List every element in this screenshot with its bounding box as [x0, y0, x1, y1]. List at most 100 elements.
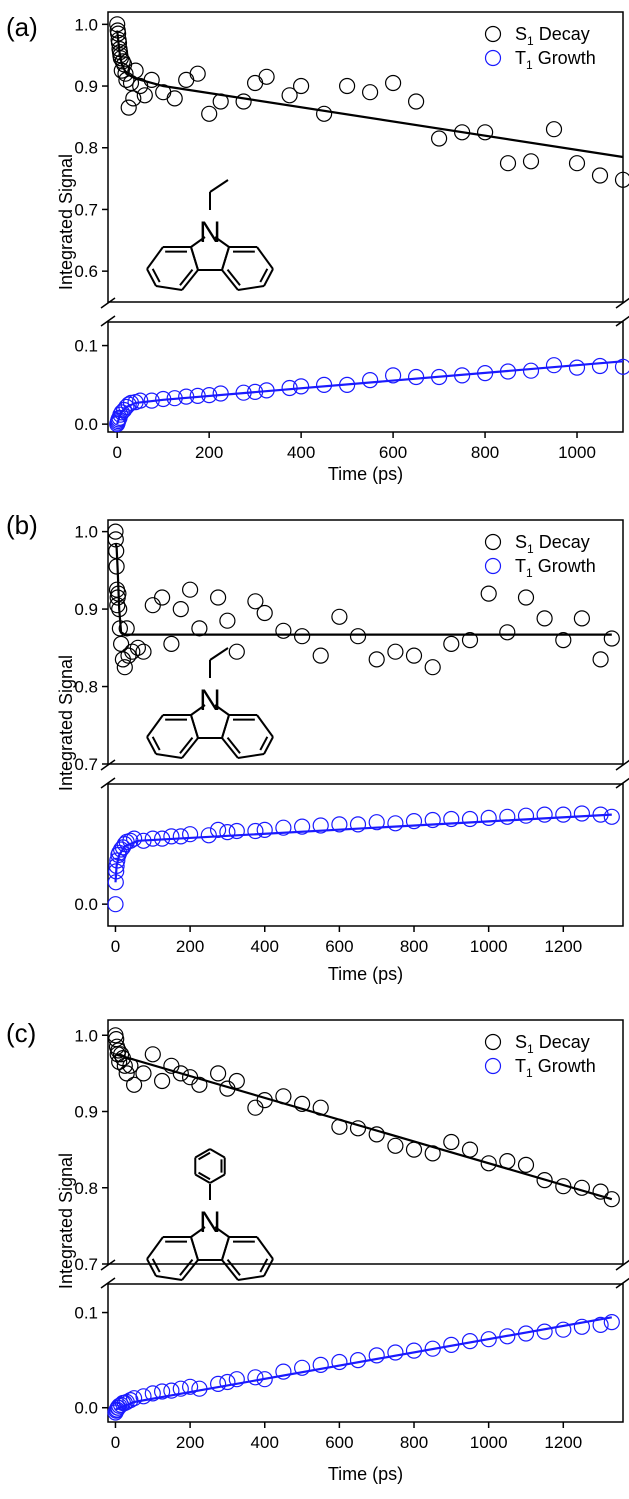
t1-data-point — [163, 828, 180, 845]
t1-data-point — [424, 811, 441, 829]
s1-data-point — [143, 71, 160, 89]
t1-data-point — [536, 806, 553, 823]
y-axis-label: Integrated Signal — [56, 655, 76, 791]
t1-data-point — [312, 817, 329, 834]
s1-data-point — [331, 1118, 348, 1135]
t1-data-point — [387, 815, 404, 832]
t1-data-point — [499, 363, 517, 380]
x-tick-label: 600 — [325, 937, 353, 956]
x-tick-label: 200 — [195, 443, 223, 462]
t1-data-point — [189, 387, 206, 404]
x-tick-label: 1200 — [544, 937, 582, 956]
s1-data-point — [124, 643, 141, 660]
s1-data-point — [110, 1042, 127, 1059]
t1-data-point — [247, 383, 264, 400]
s1-data-point — [189, 65, 206, 82]
s1-data-point — [281, 87, 298, 104]
s1-data-point — [368, 651, 385, 668]
t1-data-point — [568, 359, 586, 376]
s1-data-point — [107, 523, 124, 540]
t1-data-point — [573, 1318, 591, 1335]
s1-data-point — [112, 635, 130, 653]
s1-data-point — [201, 105, 218, 122]
t1-data-point — [555, 1321, 572, 1338]
s1-data-point — [461, 631, 479, 649]
x-tick-label: 1000 — [558, 443, 596, 462]
y-tick-label: 0.6 — [74, 262, 98, 281]
t1-data-point — [126, 830, 143, 847]
s1-data-point — [172, 600, 189, 618]
axis-break-mark — [615, 759, 629, 771]
t1-data-point — [144, 1385, 161, 1402]
t1-data-point — [362, 372, 379, 389]
t1-data-point — [247, 822, 264, 840]
t1-data-point — [122, 832, 139, 849]
x-tick-label: 1200 — [544, 1433, 582, 1452]
t1-data-point — [120, 396, 137, 413]
s1-data-point — [144, 1046, 161, 1063]
y-tick-label: 0.0 — [74, 415, 98, 434]
s1-data-point — [228, 1072, 245, 1090]
axis-break-mark — [615, 1277, 629, 1289]
t1-data-point — [275, 1363, 292, 1380]
x-tick-label: 0 — [111, 1433, 120, 1452]
t1-data-point — [256, 821, 273, 839]
t1-data-point — [219, 1373, 236, 1391]
legend-entry: T1 Growth — [515, 1056, 596, 1080]
t1-data-point — [517, 1325, 535, 1342]
x-tick-label: 800 — [400, 937, 428, 956]
x-tick-label: 0 — [111, 937, 120, 956]
t1-data-point — [107, 896, 124, 913]
s1-data-point — [477, 124, 494, 141]
s1-data-point — [480, 1155, 497, 1172]
t1-data-point — [555, 806, 572, 823]
t1-data-point — [108, 857, 125, 875]
s1-data-point — [212, 93, 229, 110]
t1-data-point — [443, 810, 460, 828]
s1-data-point — [431, 130, 448, 147]
axis-break-mark — [100, 1277, 116, 1289]
s1-data-point — [247, 1099, 264, 1116]
nitrogen-atom-label: N — [199, 684, 221, 717]
t1-data-point — [235, 384, 252, 401]
s1-data-point — [454, 124, 471, 141]
s1-data-point — [614, 171, 629, 188]
s1-data-point — [114, 53, 131, 70]
s1-data-point — [568, 155, 586, 172]
y-tick-label: 0.7 — [74, 200, 98, 219]
legend-entry: S1 Decay — [515, 24, 590, 48]
t1-data-point — [408, 368, 425, 386]
t1-data-point — [603, 1313, 620, 1331]
t1-data-point — [111, 844, 128, 861]
t1-data-point — [172, 828, 189, 845]
t1-data-point — [480, 809, 497, 827]
y-tick-label: 0.7 — [74, 755, 98, 774]
x-tick-label: 600 — [325, 1433, 353, 1452]
t1-data-point — [312, 1356, 329, 1374]
t1-data-point — [256, 1371, 273, 1388]
y-tick-label: 0.9 — [74, 77, 98, 96]
t1-data-point — [122, 394, 140, 411]
s1-data-point — [362, 84, 379, 101]
s1-data-point — [368, 1126, 385, 1143]
s1-data-point — [555, 1178, 572, 1195]
t1-data-point — [163, 1382, 180, 1399]
s1-data-point — [517, 1156, 535, 1174]
t1-data-point — [387, 1344, 404, 1361]
x-axis-label: Time (ps) — [328, 464, 403, 484]
s1-data-point — [424, 1145, 441, 1162]
t1-data-point — [135, 1388, 152, 1405]
s1-data-point — [122, 74, 140, 92]
x-tick-label: 800 — [400, 1433, 428, 1452]
t1-data-point — [349, 1351, 367, 1369]
s1-data-point — [312, 1099, 329, 1116]
s1-data-point — [256, 604, 273, 622]
s1-data-point — [191, 1076, 208, 1093]
t1-data-point — [603, 808, 620, 825]
s1-data-point — [331, 608, 348, 625]
t1-data-point — [385, 367, 402, 384]
s1-data-point — [112, 1046, 130, 1063]
s1-data-point — [536, 610, 553, 627]
t1-data-point — [154, 1383, 171, 1400]
